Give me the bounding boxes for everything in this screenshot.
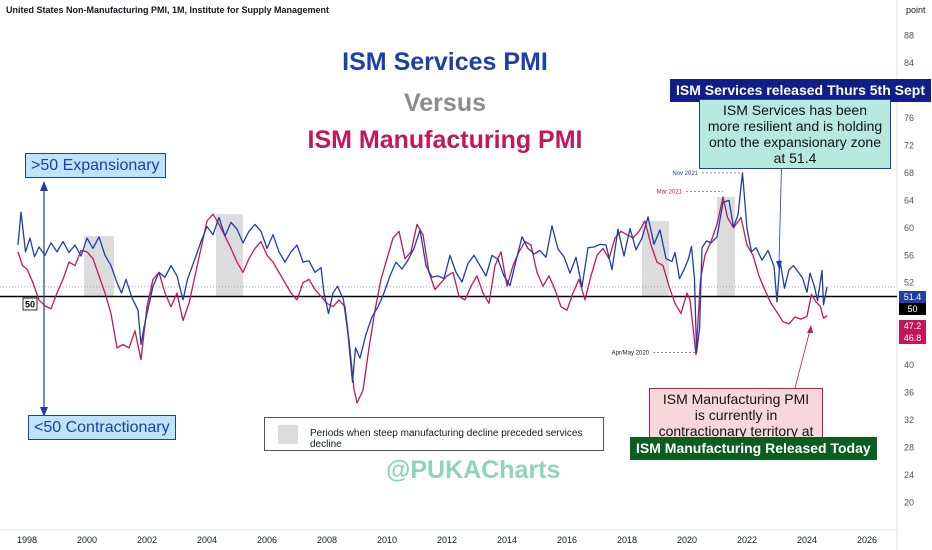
y-tick-label: 32	[904, 415, 914, 425]
services-released-banner: ISM Services released Thurs 5th Sept	[670, 79, 931, 102]
left-fifty-text: 50	[25, 300, 35, 310]
y-tick-label: 76	[904, 113, 914, 123]
x-tick-label: 1998	[17, 535, 37, 545]
nov-2021-label: Nov 2021	[672, 171, 698, 177]
x-tick-label: 2016	[557, 535, 577, 545]
x-tick-label: 2000	[77, 535, 97, 545]
x-tick-label: 2018	[617, 535, 637, 545]
y-tick-label: 64	[904, 195, 914, 205]
arrow-down-icon	[40, 407, 48, 417]
manufacturing-pointer-head-icon	[807, 325, 813, 333]
chart-annotations: Nov 2021 Mar 2021 Apr/May 2020	[612, 171, 743, 357]
chart-source-title: United States Non-Manufacturing PMI, 1M,…	[6, 5, 330, 15]
x-tick-label: 2008	[317, 535, 337, 545]
services-price-badge: 51.4	[899, 291, 926, 303]
x-tick-label: 2024	[797, 535, 817, 545]
services-pointer-head-icon	[776, 261, 782, 269]
title-services: ISM Services PMI	[342, 48, 548, 76]
mar-2021-label: Mar 2021	[657, 189, 683, 195]
contractionary-label: <50 Contractionary	[28, 415, 176, 440]
x-tick-label: 2020	[677, 535, 697, 545]
x-tick-label: 2012	[437, 535, 457, 545]
y-tick-label: 72	[904, 141, 914, 151]
y-tick-label: 68	[904, 168, 914, 178]
legend: Periods when steep manufacturing decline…	[264, 417, 604, 451]
legend-text: Periods when steep manufacturing decline…	[310, 428, 583, 450]
y-axis-unit: point	[906, 5, 926, 15]
title-manufacturing: ISM Manufacturing PMI	[307, 126, 583, 154]
services-series-line	[17, 172, 828, 383]
arrows	[40, 145, 813, 417]
x-axis-ticks: 1998 2000 2002 2004 2006 2008 2010 2012 2014 2016…	[17, 535, 877, 545]
y-tick-label: 28	[904, 442, 914, 452]
shaded-period	[84, 236, 114, 297]
manufacturing-price-badge: 47.2	[899, 320, 926, 332]
fifty-price-badge: 50	[899, 303, 926, 315]
y-tick-label: 20	[904, 497, 914, 507]
author-handle: @PUKACharts	[386, 456, 561, 484]
apr-may-2020-label: Apr/May 2020	[612, 351, 650, 357]
services-note: ISM Services has been more resilient and…	[699, 99, 891, 169]
left-fifty-label: 50	[22, 297, 38, 311]
manufacturing-note-pointer	[794, 329, 811, 389]
manufacturing-released-banner: ISM Manufacturing Released Today	[630, 437, 877, 460]
other-price-badge: 46.8	[899, 332, 926, 344]
expansionary-label: >50 Expansionary	[25, 153, 166, 178]
y-tick-label: 36	[904, 388, 914, 398]
x-tick-label: 2002	[137, 535, 157, 545]
y-tick-label: 84	[904, 58, 914, 68]
x-tick-label: 2014	[497, 535, 517, 545]
x-tick-label: 2010	[377, 535, 397, 545]
x-tick-label: 2006	[257, 535, 277, 545]
x-tick-label: 2026	[857, 535, 877, 545]
x-tick-label: 2004	[197, 535, 217, 545]
arrow-up-icon	[40, 181, 48, 191]
y-tick-label: 52	[904, 278, 914, 288]
y-tick-label: 24	[904, 470, 914, 480]
y-tick-label: 56	[904, 250, 914, 260]
legend-swatch	[278, 425, 298, 444]
series-lines	[17, 172, 828, 404]
x-tick-label: 2022	[737, 535, 757, 545]
y-axis-ticks: 202428323640444852566064687276808488	[904, 31, 914, 508]
y-tick-label: 88	[904, 31, 914, 41]
y-tick-label: 40	[904, 360, 914, 370]
manufacturing-series-line	[17, 196, 828, 404]
y-tick-label: 60	[904, 223, 914, 233]
title-versus: Versus	[403, 89, 486, 117]
